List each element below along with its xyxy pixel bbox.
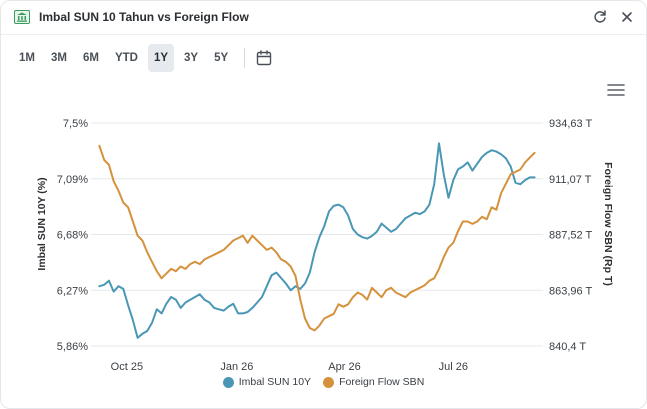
hamburger-menu-icon <box>607 84 625 96</box>
x-tick-label: Apr 26 <box>328 361 360 373</box>
legend-label-yield: Imbal SUN 10Y <box>238 376 312 388</box>
range-6m-button[interactable]: 6M <box>82 52 99 64</box>
y-left-tick-label: 7,09% <box>57 174 88 186</box>
y-right-tick-label: 840,4 T <box>549 341 586 353</box>
calendar-icon <box>256 50 272 66</box>
y-right-tick-label: 863,96 T <box>549 285 593 297</box>
range-ytd-button[interactable]: YTD <box>114 52 138 64</box>
range-5y-button[interactable]: 5Y <box>214 52 229 64</box>
y-right-tick-label: 911,07 T <box>549 174 592 186</box>
close-button[interactable] <box>617 7 637 27</box>
range-selector: 1M 3M 6M YTD 1Y 3Y 5Y <box>13 44 275 72</box>
bank-icon <box>14 10 30 24</box>
date-picker-button[interactable] <box>253 47 275 69</box>
chart-menu-button[interactable] <box>605 81 627 99</box>
legend-marker-yield <box>222 376 234 388</box>
refresh-button[interactable] <box>590 7 610 27</box>
divider <box>244 48 246 68</box>
widget-header: Imbal SUN 10 Tahun vs Foreign Flow <box>1 1 646 35</box>
close-icon <box>622 12 632 22</box>
legend-label-flow: Foreign Flow SBN <box>339 376 425 388</box>
widget-title: Imbal SUN 10 Tahun vs Foreign Flow <box>39 10 249 24</box>
y-left-tick-label: 6,27% <box>57 285 88 297</box>
legend-item-yield[interactable]: Imbal SUN 10Y <box>222 376 312 388</box>
range-1y-button[interactable]: 1Y <box>147 44 175 72</box>
y-left-tick-label: 6,68% <box>57 230 88 242</box>
chart-legend: Imbal SUN 10Y Foreign Flow SBN <box>1 376 646 388</box>
y-right-tick-label: 934,63 T <box>549 118 593 130</box>
legend-marker-flow <box>323 376 335 388</box>
left-axis-title: Imbal SUN 10Y (%) <box>36 177 48 270</box>
x-tick-label: Jul 26 <box>439 361 468 373</box>
range-3m-button[interactable]: 3M <box>50 52 67 64</box>
range-3y-button[interactable]: 3Y <box>184 52 199 64</box>
x-tick-label: Jan 26 <box>220 361 253 373</box>
y-left-tick-label: 7,5% <box>63 118 88 130</box>
line-chart: 7,5% 7,09% 6,68% 6,27% 5,86% 934,63 T 911,07 … <box>36 118 614 373</box>
series-line-foreign-flow-sbn[interactable] <box>98 144 536 332</box>
refresh-icon <box>594 10 606 23</box>
y-left-tick-label: 5,86% <box>57 341 88 353</box>
range-1m-button[interactable]: 1M <box>19 52 35 64</box>
right-axis-title: Foreign Flow SBN (Rp T) <box>602 162 614 286</box>
y-right-tick-label: 887,52 T <box>549 230 593 242</box>
series-line-imbal-sun-10y[interactable] <box>98 142 536 339</box>
x-tick-label: Oct 25 <box>111 361 143 373</box>
legend-item-flow[interactable]: Foreign Flow SBN <box>323 376 424 388</box>
